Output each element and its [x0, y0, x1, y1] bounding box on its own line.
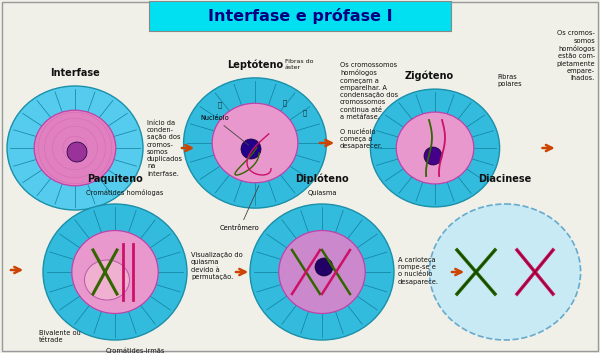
Text: Os cromos-
somos
homólogos
estão com-
pletamente
empare-
lhados.: Os cromos- somos homólogos estão com- pl… — [556, 30, 595, 81]
Text: ꕣ: ꕣ — [303, 110, 307, 116]
Ellipse shape — [250, 204, 394, 340]
Ellipse shape — [184, 78, 326, 208]
Text: Paquiteno: Paquiteno — [87, 174, 143, 184]
Ellipse shape — [72, 231, 158, 313]
Ellipse shape — [424, 147, 442, 165]
Text: Cromátides-irmãs: Cromátides-irmãs — [106, 348, 164, 353]
Text: ꕣ: ꕣ — [218, 102, 222, 108]
Ellipse shape — [241, 139, 261, 159]
Text: Os cromossomos
homólogos
começam a
emparelhar. A
condensação dos
cromossomos
con: Os cromossomos homólogos começam a empar… — [340, 62, 398, 149]
Text: Leptóteno: Leptóteno — [227, 59, 283, 70]
Ellipse shape — [279, 231, 365, 313]
Ellipse shape — [34, 110, 116, 186]
Text: Diplóteno: Diplóteno — [295, 174, 349, 184]
Ellipse shape — [7, 86, 143, 210]
Text: Bivalente ou
tétrade: Bivalente ou tétrade — [39, 330, 81, 343]
Ellipse shape — [43, 204, 187, 340]
Ellipse shape — [67, 142, 87, 162]
Text: Quiasma: Quiasma — [307, 190, 337, 196]
Ellipse shape — [396, 112, 474, 184]
Text: Centrômero: Centrômero — [220, 186, 260, 231]
Text: Nucléolo: Nucléolo — [200, 115, 249, 145]
Ellipse shape — [430, 204, 581, 340]
Text: Início da
conden-
sação dos
cromos-
somos
duplicados
na
interfase.: Início da conden- sação dos cromos- somo… — [147, 120, 183, 177]
Ellipse shape — [370, 89, 500, 207]
Ellipse shape — [315, 258, 333, 276]
Text: Visualização do
quiasma
devido à
permutação.: Visualização do quiasma devido à permuta… — [191, 252, 243, 280]
Text: Interfase e prófase I: Interfase e prófase I — [208, 8, 392, 24]
Text: Cromátides homólogas: Cromátides homólogas — [86, 189, 164, 196]
Ellipse shape — [212, 103, 298, 183]
FancyBboxPatch shape — [149, 1, 451, 31]
Text: Interfase: Interfase — [50, 68, 100, 78]
Text: ꕣ: ꕣ — [283, 100, 287, 106]
Text: Fibras do
áster: Fibras do áster — [285, 59, 314, 70]
Text: Diacinese: Diacinese — [478, 174, 532, 184]
Text: A carioteca
rompe-se e
o nucléolo
desaparece.: A carioteca rompe-se e o nucléolo desapa… — [398, 257, 439, 285]
Text: Zigóteno: Zigóteno — [404, 71, 454, 81]
Ellipse shape — [85, 260, 130, 300]
Text: Fibras
polares: Fibras polares — [497, 74, 522, 87]
